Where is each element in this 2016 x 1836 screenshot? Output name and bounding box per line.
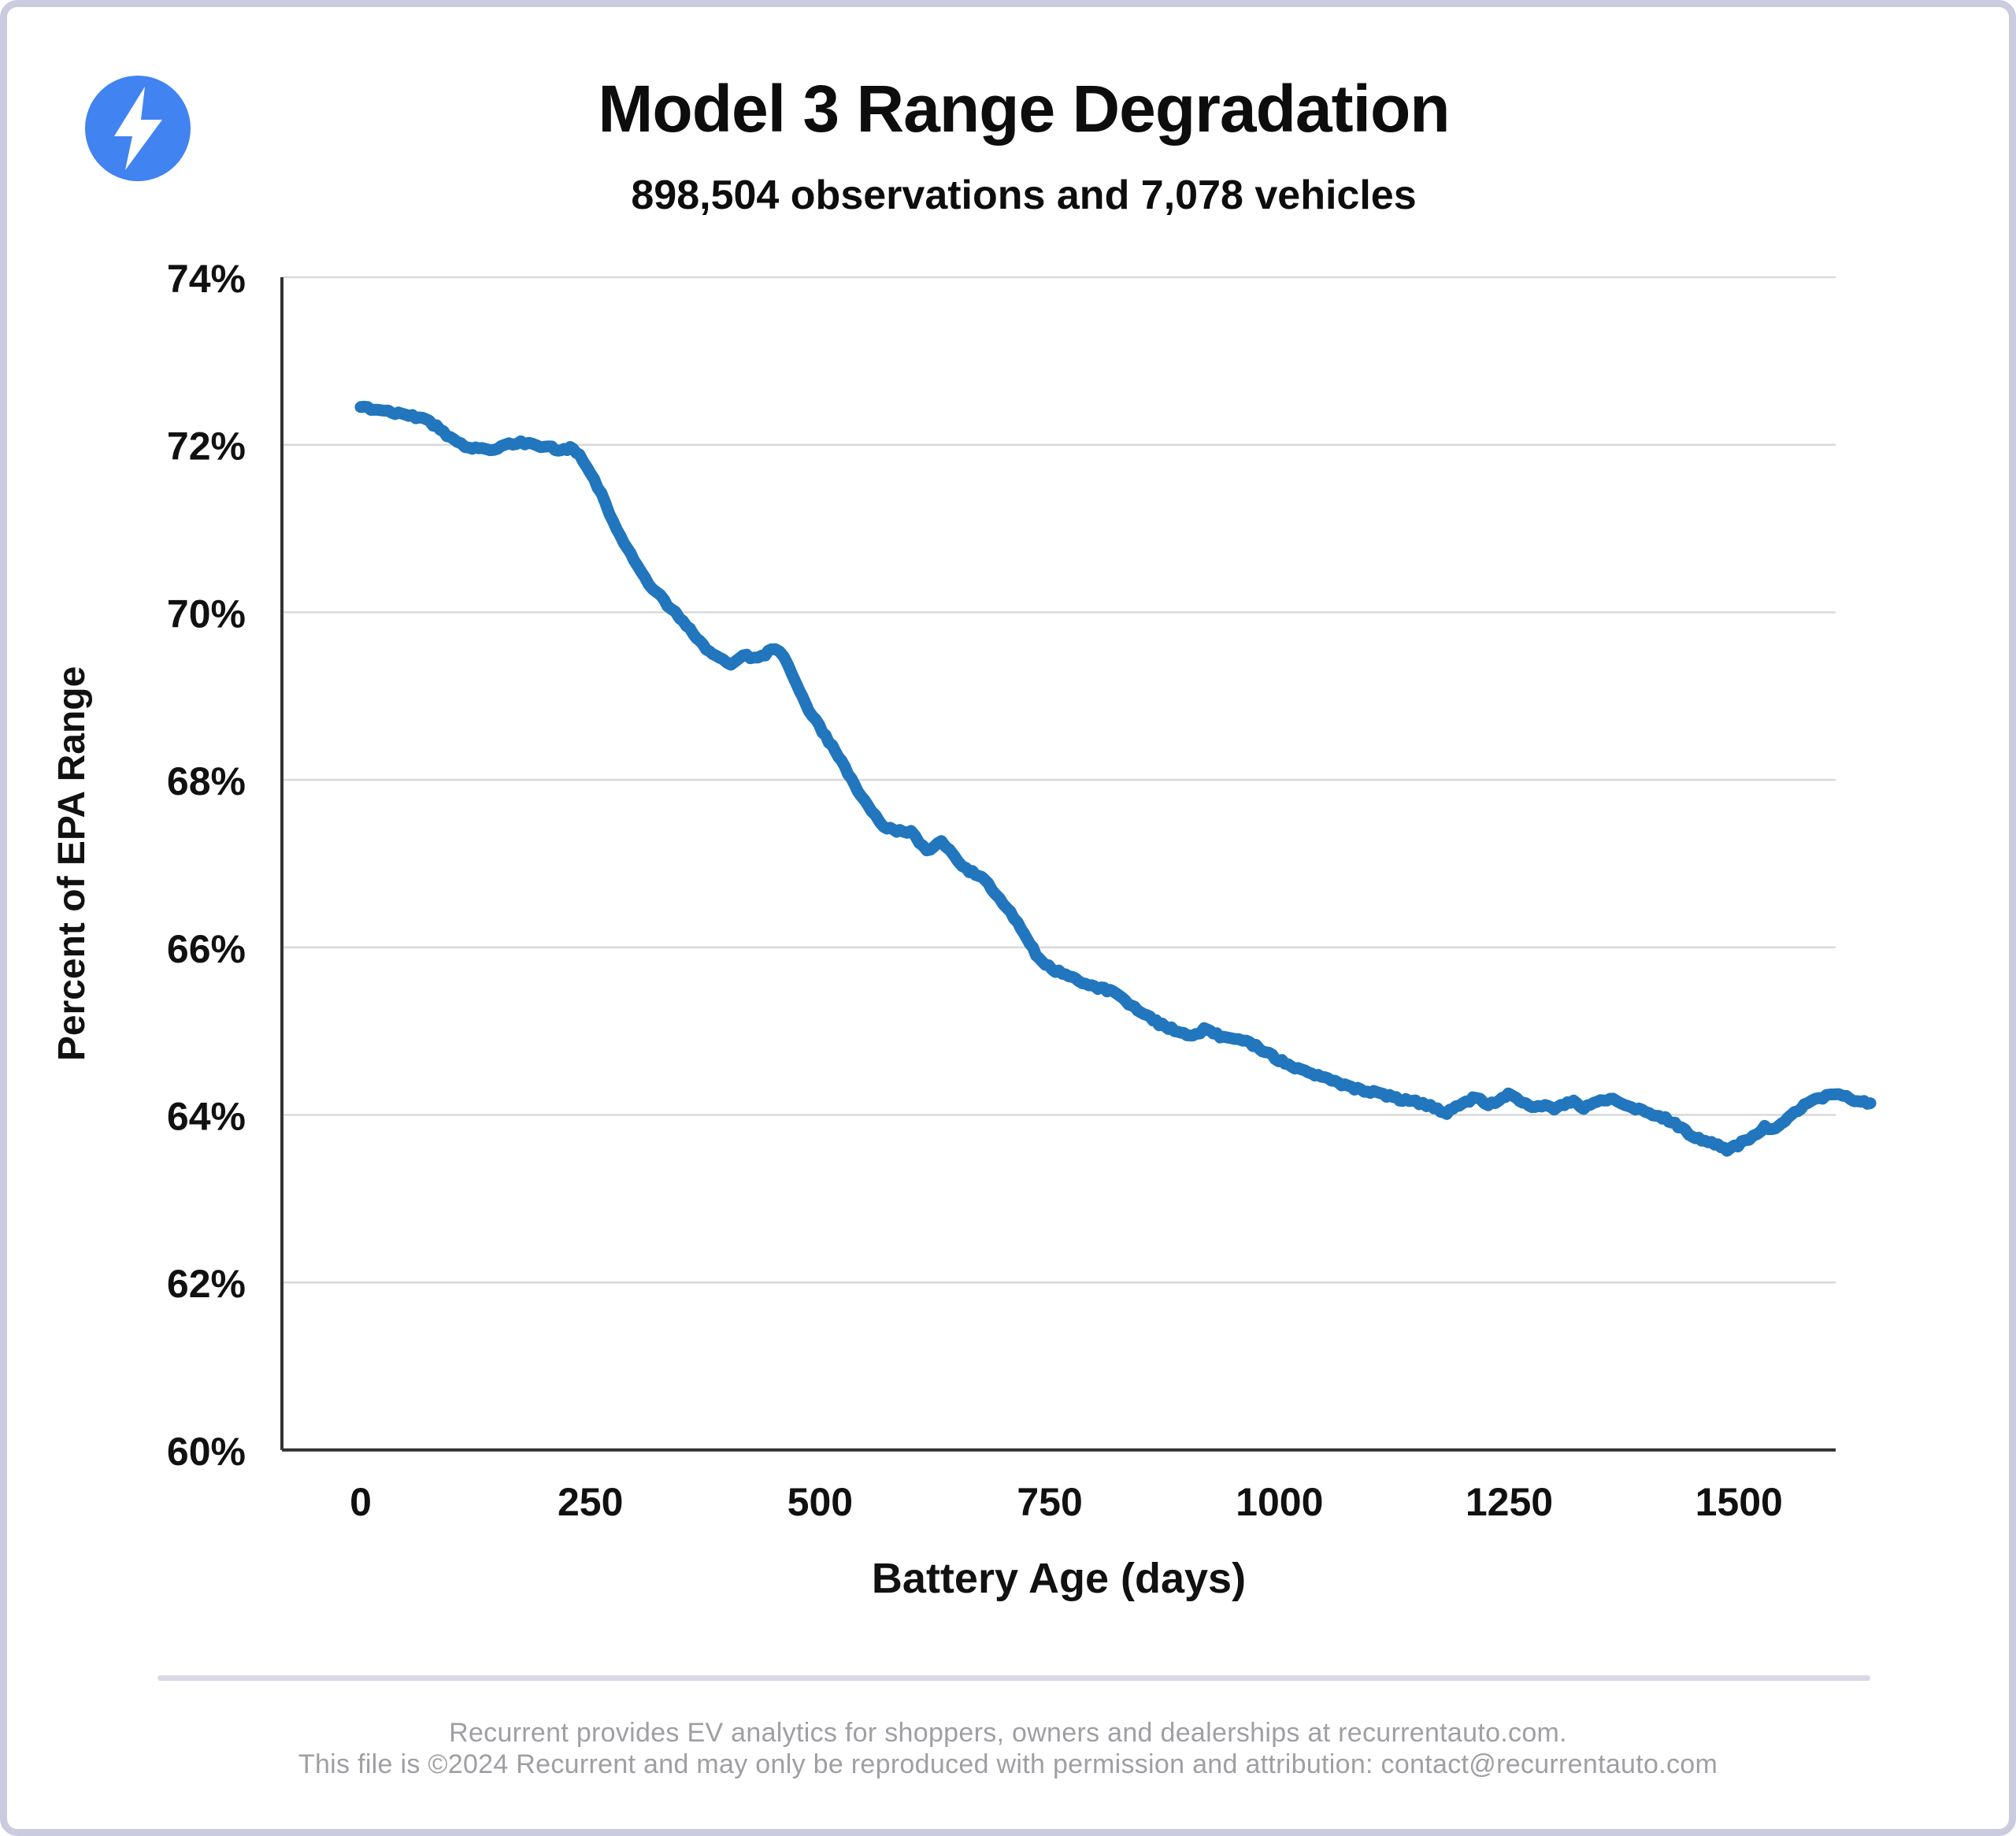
footer-divider bbox=[158, 1675, 1870, 1681]
x-axis-label: Battery Age (days) bbox=[872, 1555, 1246, 1602]
chart-title: Model 3 Range Degradation bbox=[598, 72, 1450, 146]
x-tick-label-500: 500 bbox=[788, 1480, 853, 1524]
x-tick-label-750: 750 bbox=[1017, 1480, 1082, 1524]
y-tick-label-64: 64% bbox=[167, 1095, 246, 1139]
x-tick-label-250: 250 bbox=[558, 1480, 623, 1524]
range-degradation-line bbox=[354, 400, 1877, 1157]
x-tick-label-1500: 1500 bbox=[1695, 1480, 1783, 1524]
x-tick-label-0: 0 bbox=[350, 1480, 372, 1524]
lightning-bolt-icon bbox=[85, 76, 191, 181]
y-axis-label: Percent of EPA Range bbox=[51, 666, 93, 1061]
footer-tagline: Recurrent provides EV analytics for shop… bbox=[449, 1718, 1567, 1748]
y-tick-label-66: 66% bbox=[167, 927, 246, 971]
y-tick-label-70: 70% bbox=[167, 592, 246, 636]
y-tick-label-68: 68% bbox=[167, 759, 246, 803]
x-tick-label-1250: 1250 bbox=[1466, 1480, 1553, 1524]
y-tick-label-74: 74% bbox=[167, 257, 246, 301]
y-tick-label-60: 60% bbox=[167, 1430, 246, 1474]
icon-bolt-glyph bbox=[114, 87, 162, 170]
x-tick-label-1000: 1000 bbox=[1236, 1480, 1323, 1524]
footer-copyright: This file is ©2024 Recurrent and may onl… bbox=[298, 1749, 1718, 1779]
y-tick-label-62: 62% bbox=[167, 1262, 246, 1306]
chart-subtitle: 898,504 observations and 7,078 vehicles bbox=[631, 172, 1417, 218]
y-tick-label-72: 72% bbox=[167, 425, 246, 469]
